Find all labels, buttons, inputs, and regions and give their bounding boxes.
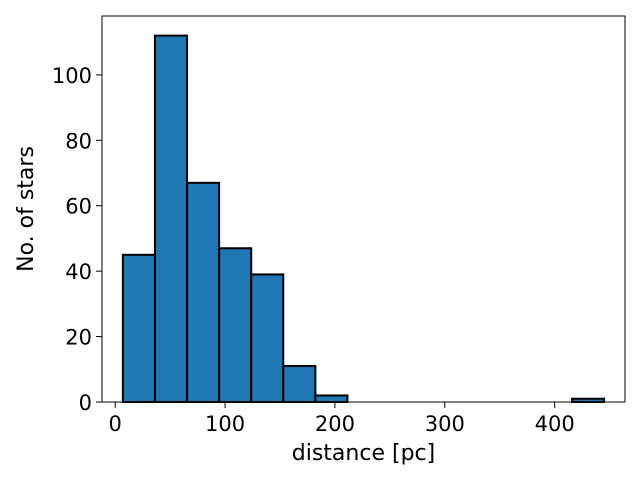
- histogram-bar: [153, 34, 189, 404]
- x-tick-label: 300: [425, 412, 465, 436]
- histogram-bar: [250, 273, 285, 404]
- histogram-bar: [282, 365, 317, 403]
- histogram-bar: [186, 181, 221, 403]
- y-tick-label: 80: [65, 129, 92, 153]
- y-tick-label: 40: [65, 260, 92, 284]
- x-tick-label: 200: [315, 412, 355, 436]
- x-tick-label: 100: [205, 412, 245, 436]
- y-axis-ticks: 0 20 40 60 80 100: [52, 64, 102, 415]
- x-tick-label: 400: [535, 412, 575, 436]
- axes-frame: [101, 15, 626, 403]
- histogram-bar: [218, 247, 253, 403]
- x-axis-label: distance [pc]: [292, 441, 435, 466]
- y-tick-label: 0: [79, 391, 92, 415]
- x-axis-ticks: 0 100 200 300 400: [108, 402, 575, 436]
- y-axis-label: No. of stars: [14, 146, 39, 272]
- histogram-bar: [314, 394, 349, 404]
- y-tick-label: 20: [65, 326, 92, 350]
- x-tick-label: 0: [108, 412, 121, 436]
- y-tick-label: 100: [52, 64, 92, 88]
- histogram-bars: [121, 34, 606, 404]
- histogram-bar: [121, 253, 156, 403]
- y-tick-label: 60: [65, 195, 92, 219]
